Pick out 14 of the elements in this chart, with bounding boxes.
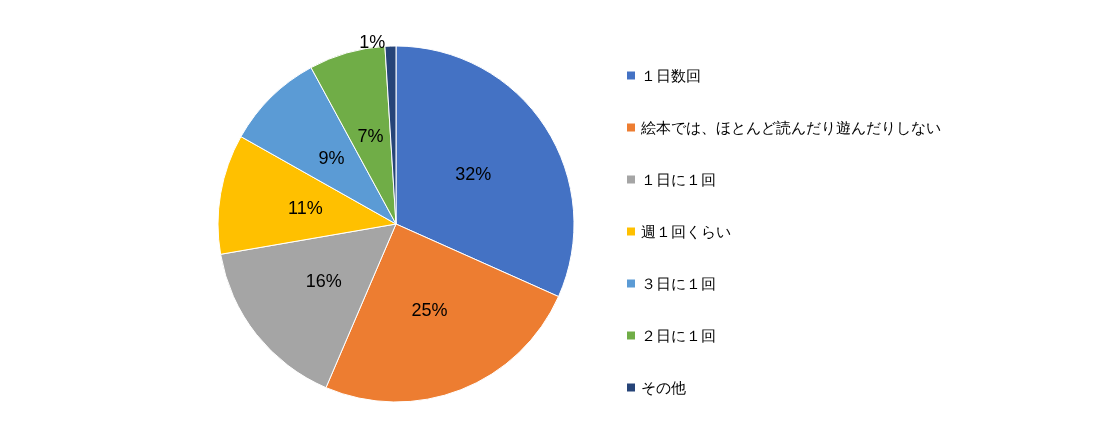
legend-label: １日に１回 [641,170,716,189]
legend-label: １日数回 [641,66,701,85]
legend-label: ２日に１回 [641,326,716,345]
legend-label: その他 [641,378,686,397]
data-label: 25% [411,299,448,320]
legend-label: 絵本では、ほとんど読んだり遊んだりしない [640,118,941,137]
data-label: 32% [455,163,492,184]
data-label: 9% [318,148,345,169]
legend-label: 週１回くらい [641,222,731,241]
data-label: 16% [305,271,342,292]
data-label: 1% [359,32,386,53]
data-label: 7% [357,125,384,146]
legend-label: ３日に１回 [641,274,716,293]
data-label: 11% [287,198,323,219]
